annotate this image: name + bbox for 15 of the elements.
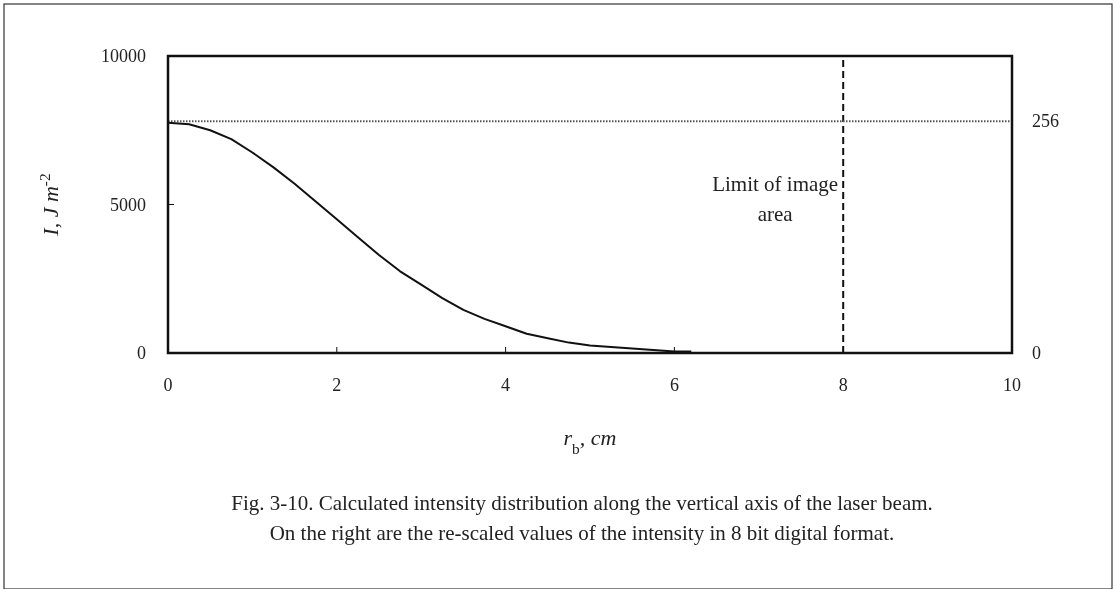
- ref-line-label: Limit of image area: [712, 172, 839, 226]
- x-axis-title: r$_{b}$, cm: [563, 425, 617, 457]
- y-tick-label: 10000: [101, 46, 146, 66]
- x-tick-label: 0: [163, 375, 173, 395]
- x-tick-label: 4: [501, 375, 511, 395]
- x-tick-label: 2: [332, 375, 342, 395]
- x-tick-label: 8: [838, 375, 848, 395]
- y2-tick-label: 256: [1032, 111, 1059, 132]
- x-tick-label: 10: [1003, 375, 1021, 395]
- y2-tick-label: 0: [1032, 343, 1041, 363]
- caption: Fig. 3-10. Calculated intensity distribution along the vertical axis of the laser beam.: [231, 491, 933, 515]
- x-tick-label: 6: [669, 375, 679, 395]
- y-tick-label: 0: [137, 343, 146, 363]
- text: On the right are the re-scaled values of the intensity in 8 bit digital format.: [269, 521, 895, 545]
- y-tick-label: 5000: [110, 194, 146, 215]
